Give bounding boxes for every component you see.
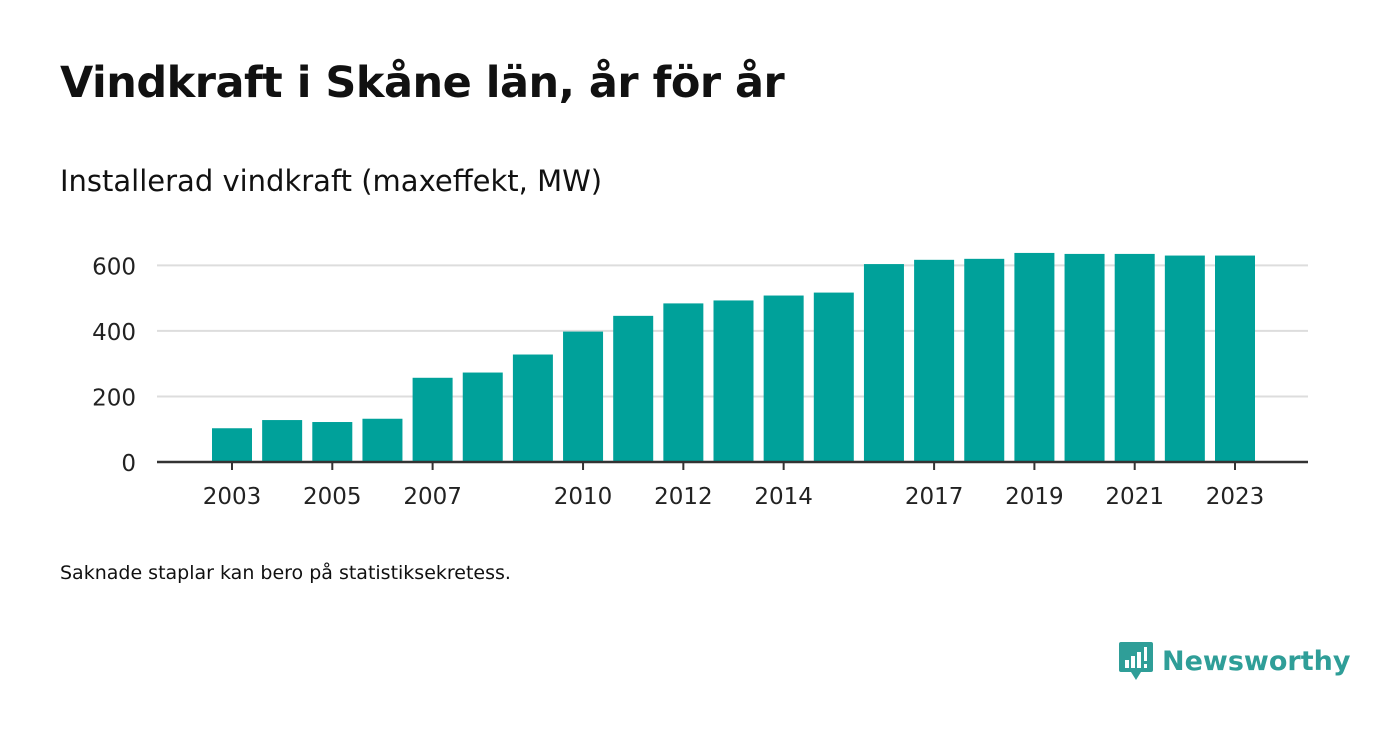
brand-name: Newsworthy bbox=[1162, 645, 1351, 677]
bar bbox=[462, 372, 503, 462]
chart-title: Vindkraft i Skåne län, år för år bbox=[60, 58, 785, 108]
bar bbox=[763, 295, 804, 462]
bar bbox=[663, 303, 704, 462]
x-tick-label: 2021 bbox=[1105, 484, 1164, 510]
x-tick-label: 2005 bbox=[303, 484, 362, 510]
x-tick-label: 2019 bbox=[1005, 484, 1064, 510]
bar bbox=[412, 377, 453, 462]
y-tick-label: 600 bbox=[92, 254, 136, 280]
brand-logo: Newsworthy bbox=[1118, 640, 1350, 682]
bar bbox=[964, 258, 1005, 462]
bar bbox=[863, 264, 904, 462]
footnote: Saknade staplar kan bero på statistiksek… bbox=[60, 562, 511, 584]
x-tick-label: 2012 bbox=[654, 484, 713, 510]
x-tick-label: 2010 bbox=[554, 484, 613, 510]
bar bbox=[212, 428, 252, 462]
bar bbox=[362, 418, 403, 462]
x-tick-label: 2007 bbox=[403, 484, 462, 510]
bar bbox=[813, 292, 854, 462]
y-tick-label: 200 bbox=[92, 385, 136, 411]
bar bbox=[1215, 255, 1255, 462]
newsworthy-logo-icon bbox=[1119, 642, 1153, 680]
bar-chart: 0 200 400 600 2003 2005 2007 2010 2012 2014 2017 20… bbox=[92, 252, 1308, 510]
x-tick-label: 2014 bbox=[754, 484, 813, 510]
chart-subtitle: Installerad vindkraft (maxeffekt, MW) bbox=[60, 164, 603, 198]
bar bbox=[914, 259, 955, 462]
y-tick-label: 0 bbox=[121, 451, 136, 477]
y-tick-label: 400 bbox=[92, 320, 136, 346]
x-tick-label: 2017 bbox=[905, 484, 964, 510]
x-tick-label: 2003 bbox=[203, 484, 262, 510]
bar bbox=[613, 315, 654, 462]
bar bbox=[1014, 252, 1055, 462]
bar bbox=[563, 331, 604, 462]
x-tick-label: 2023 bbox=[1206, 484, 1265, 510]
bar bbox=[262, 420, 303, 462]
bar bbox=[1164, 255, 1205, 462]
bar bbox=[713, 300, 754, 462]
bar bbox=[512, 354, 553, 462]
bar bbox=[312, 422, 353, 462]
bar bbox=[1064, 253, 1105, 462]
bar bbox=[1114, 253, 1155, 462]
